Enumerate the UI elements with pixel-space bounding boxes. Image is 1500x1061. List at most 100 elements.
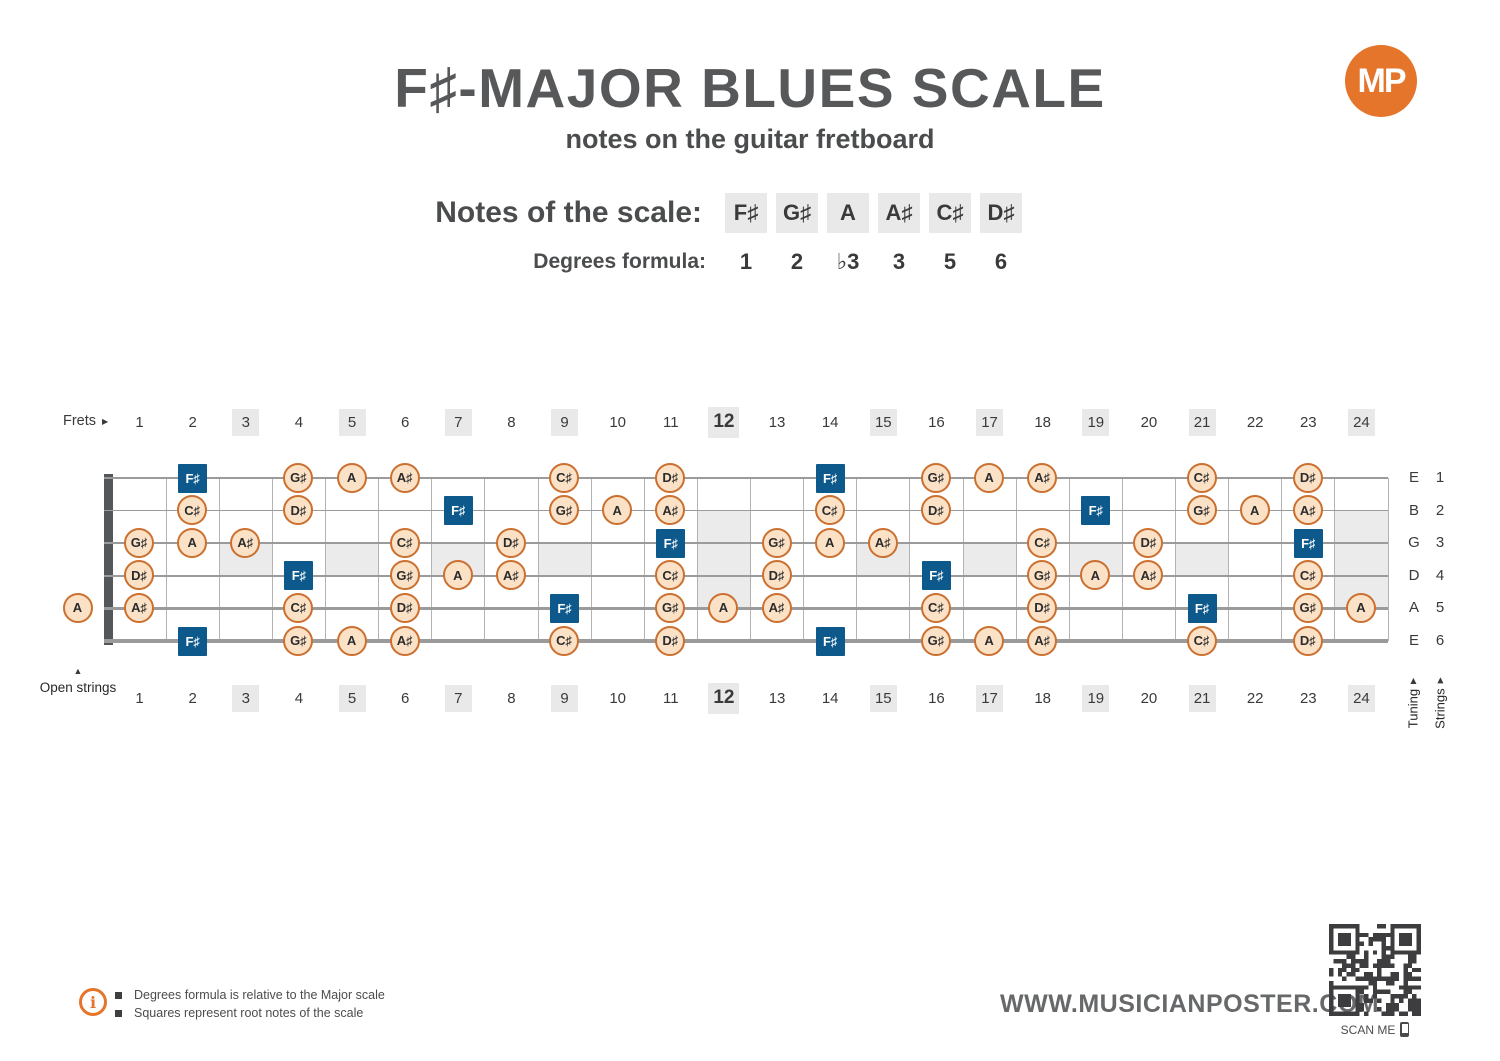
fret-number: 5 (338, 684, 366, 712)
fret-number: 19 (1082, 684, 1110, 712)
bullet-icon (115, 1009, 122, 1017)
root-note-marker: F♯ (815, 626, 845, 656)
note-marker: D♯ (761, 560, 792, 591)
fret-number: 10 (609, 689, 627, 707)
note-marker: C♯ (549, 462, 580, 493)
note-marker: A♯ (389, 462, 420, 493)
note-marker: G♯ (920, 625, 951, 656)
fret-number: 6 (401, 689, 410, 707)
note-marker: A♯ (761, 592, 792, 623)
phone-icon (1400, 1022, 1410, 1037)
fret-line (325, 478, 326, 641)
note-marker: D♯ (920, 495, 951, 526)
string-line (104, 606, 1388, 610)
fret-number: 18 (1034, 689, 1052, 707)
fret-line (378, 478, 380, 641)
fret-number: 22 (1246, 689, 1264, 707)
fret-number: 2 (188, 413, 197, 431)
note-marker: G♯ (1292, 592, 1323, 623)
legend-row: Degrees formula is relative to the Major… (115, 988, 385, 1002)
page-subtitle: notes on the guitar fretboard (565, 124, 935, 154)
note-marker: C♯ (920, 592, 951, 623)
fret-number: 2 (188, 689, 197, 707)
note-marker: D♯ (283, 495, 314, 526)
note-marker: A♯ (230, 527, 261, 558)
string-line (104, 542, 1388, 545)
fret-marker-cell (325, 543, 379, 576)
note-marker: A (974, 625, 1005, 656)
string-tuning-label: A (1408, 599, 1419, 617)
root-note-marker: F♯ (178, 626, 208, 656)
tuning-label: Tuning ▶ (1406, 678, 1421, 728)
fret-marker-cell (1334, 510, 1388, 609)
note-marker: A♯ (1133, 560, 1164, 591)
fret-number: 4 (294, 413, 304, 431)
note-marker: G♯ (920, 462, 951, 493)
note-marker: A♯ (389, 625, 420, 656)
note-marker: G♯ (389, 560, 420, 591)
frets-label: Frets ▶ (63, 413, 108, 429)
fret-line (909, 478, 911, 641)
note-marker: A (708, 592, 739, 623)
scale-notes-row: F♯ G♯ A A♯ C♯ D♯ (725, 193, 1022, 233)
fret-number: 17 (976, 684, 1004, 712)
note-marker: D♯ (1292, 462, 1323, 493)
string-line (104, 574, 1388, 578)
note-marker: G♯ (124, 527, 155, 558)
note-marker: C♯ (655, 560, 686, 591)
fret-line (1175, 478, 1176, 641)
fret-line (165, 478, 167, 641)
fret-number: 12 (708, 406, 740, 438)
string-number-label: 6 (1435, 632, 1445, 649)
fret-line (271, 478, 273, 641)
note-marker: C♯ (177, 495, 208, 526)
root-note-marker: F♯ (284, 561, 314, 591)
note-marker: C♯ (814, 495, 845, 526)
note-marker: A♯ (1027, 462, 1058, 493)
note-marker: D♯ (495, 527, 526, 558)
fret-line (696, 478, 698, 641)
bullet-icon (115, 991, 122, 999)
legend-row: Squares represent root notes of the scal… (115, 1006, 385, 1020)
fret-number: 3 (232, 408, 260, 436)
page-title: F♯-MAJOR BLUES SCALE (394, 57, 1106, 119)
fret-number: 21 (1188, 684, 1216, 712)
fret-number: 7 (444, 408, 472, 436)
fret-number: 3 (232, 684, 260, 712)
degree-value: 3 (892, 249, 906, 274)
note-marker: D♯ (1133, 527, 1164, 558)
scale-note: G♯ (776, 193, 818, 233)
fret-number: 12 (708, 682, 740, 714)
fret-line (1068, 478, 1070, 641)
fret-number: 14 (821, 413, 839, 431)
fret-number: 17 (976, 408, 1004, 436)
fret-line (962, 478, 964, 641)
note-marker: A (1080, 560, 1111, 591)
note-marker: A (442, 560, 473, 591)
fret-number: 10 (609, 413, 627, 431)
note-marker: D♯ (389, 592, 420, 623)
strings-label: Strings ▶ (1433, 677, 1448, 729)
note-marker: A♯ (1027, 625, 1058, 656)
note-marker: D♯ (124, 560, 155, 591)
fret-number: 15 (869, 684, 897, 712)
note-marker: G♯ (549, 495, 580, 526)
note-marker: D♯ (1292, 625, 1323, 656)
root-note-marker: F♯ (1293, 528, 1323, 558)
open-strings-label: Open strings (39, 680, 117, 695)
scale-note: D♯ (980, 193, 1022, 233)
root-note-marker: F♯ (1081, 496, 1111, 526)
string-number-label: 4 (1435, 566, 1445, 584)
fret-number: 16 (928, 689, 945, 707)
frets-label-text: Frets (63, 413, 97, 429)
string-line (104, 639, 1388, 643)
string-number-label: 5 (1435, 599, 1445, 617)
fret-line (1387, 478, 1389, 641)
nut (104, 474, 113, 645)
root-note-marker: F♯ (656, 528, 686, 558)
right-arrow-icon: ▶ (102, 416, 109, 426)
fret-number: 1 (135, 689, 144, 707)
string-line (104, 477, 1388, 479)
fret-marker-cell (538, 543, 592, 576)
